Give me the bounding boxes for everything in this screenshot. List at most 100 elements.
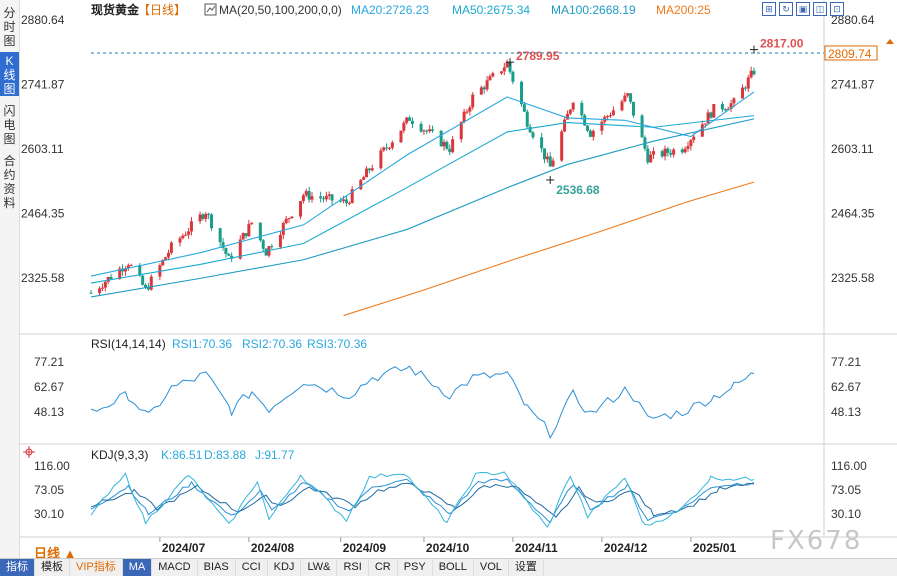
candle <box>241 233 245 240</box>
tab-flash[interactable]: 闪电图 <box>3 104 16 146</box>
candle <box>488 76 492 81</box>
candle <box>342 199 346 201</box>
tab-boll[interactable]: BOLL <box>433 558 474 576</box>
candle <box>405 117 409 123</box>
tab-contract-info[interactable]: 合约资料 <box>3 154 16 210</box>
candle <box>184 234 188 236</box>
candle <box>468 107 472 112</box>
watermark: FX678 <box>770 526 863 556</box>
candle <box>451 139 455 153</box>
candle <box>445 141 449 149</box>
fullscreen-icon[interactable]: ⊞ <box>762 2 776 16</box>
y-tick-right: 62.67 <box>831 380 861 394</box>
candle <box>103 281 107 288</box>
price-annotation: 2789.95 <box>516 49 560 63</box>
tab-cr[interactable]: CR <box>369 558 398 576</box>
kdj-k-value: K:86.51 <box>161 448 203 462</box>
y-tick-left: 2464.35 <box>21 207 65 221</box>
candle <box>339 200 343 202</box>
candle <box>207 213 211 215</box>
ma200-value: MA200:25 <box>656 3 711 17</box>
candle <box>284 218 288 224</box>
rsi-title: RSI(14,14,14) <box>91 337 166 351</box>
candle <box>520 81 524 105</box>
kdj-d-value: D:83.88 <box>204 448 246 462</box>
candle <box>442 141 446 147</box>
candle <box>732 98 736 104</box>
ma200-line <box>343 181 755 317</box>
candle <box>565 113 569 120</box>
candle <box>729 103 733 109</box>
candle <box>741 87 745 99</box>
candle <box>485 80 489 90</box>
candle <box>290 216 294 219</box>
tab-bias[interactable]: BIAS <box>198 558 236 576</box>
candle <box>465 111 469 113</box>
y-tick-left: 2603.11 <box>21 142 64 156</box>
tab-ma[interactable]: MA <box>122 558 153 576</box>
tab-lw[interactable]: LW& <box>301 558 338 576</box>
candle <box>588 130 592 137</box>
chart-area[interactable]: 现货黄金 【日线】 MA(20,50,100,200,0,0) MA20:272… <box>20 0 897 558</box>
tab-templates[interactable]: 模板 <box>35 558 70 576</box>
y-tick-left: 116.00 <box>34 459 70 473</box>
candle <box>387 147 391 149</box>
tab-timeshare[interactable]: 分时图 <box>3 6 16 48</box>
candle <box>620 101 624 111</box>
candle <box>224 248 228 254</box>
tab-rsi[interactable]: RSI <box>337 558 369 576</box>
zoom-icon[interactable]: ⊡ <box>830 2 844 16</box>
candle <box>606 116 610 118</box>
tab-psy[interactable]: PSY <box>398 558 433 576</box>
y-tick-right: 30.10 <box>831 507 861 521</box>
tab-vol[interactable]: VOL <box>474 558 509 576</box>
last-price-text: 2809.74 <box>828 47 872 61</box>
candle <box>149 276 153 290</box>
candle <box>683 148 687 153</box>
tab-macd[interactable]: MACD <box>152 558 198 576</box>
candle <box>439 130 443 147</box>
candle <box>712 104 716 118</box>
y-tick-left: 30.10 <box>34 507 64 521</box>
y-tick-right: 2741.87 <box>831 78 875 92</box>
y-tick-left: 62.67 <box>34 380 64 394</box>
candle <box>379 150 383 169</box>
candle <box>250 222 254 224</box>
candle <box>121 268 125 272</box>
candle <box>304 191 308 196</box>
candle <box>626 93 630 96</box>
candle <box>350 189 354 203</box>
alert-arrow-icon[interactable] <box>886 38 894 44</box>
candle <box>652 151 656 155</box>
candle <box>505 61 509 68</box>
chart-toolbar: ⊞ ↻ ▣ ◫ ⊡ <box>762 2 844 16</box>
tab-settings[interactable]: 设置 <box>509 558 544 576</box>
candle <box>749 70 753 78</box>
split-icon[interactable]: ◫ <box>813 2 827 16</box>
candle <box>611 110 615 116</box>
y-tick-right: 48.13 <box>831 405 861 419</box>
x-tick-label: 2024/11 <box>515 541 558 555</box>
kdj-settings-icon[interactable] <box>23 446 35 458</box>
candle <box>499 71 503 74</box>
tab-kdj[interactable]: KDJ <box>268 558 302 576</box>
candle <box>244 233 248 237</box>
y-tick-left: 2741.87 <box>21 78 65 92</box>
tab-indicators[interactable]: 指标 <box>0 558 35 576</box>
candle <box>382 147 386 151</box>
tab-cci[interactable]: CCI <box>236 558 268 576</box>
candle <box>144 284 148 288</box>
tab-vip-indicators[interactable]: VIP指标 <box>70 558 123 576</box>
period-selector[interactable]: 日线 ▲ <box>34 546 77 561</box>
x-tick-label: 2024/12 <box>604 541 648 555</box>
candle <box>227 253 231 256</box>
refresh-icon[interactable]: ↻ <box>779 2 793 16</box>
layout-icon[interactable]: ▣ <box>796 2 810 16</box>
x-tick-label: 2024/10 <box>426 541 470 555</box>
chart-settings-icon[interactable] <box>204 3 217 16</box>
candle <box>161 259 165 266</box>
candle <box>528 126 532 133</box>
candle <box>459 121 463 140</box>
tab-kline[interactable]: K线图 <box>0 52 19 96</box>
candle <box>210 214 214 229</box>
